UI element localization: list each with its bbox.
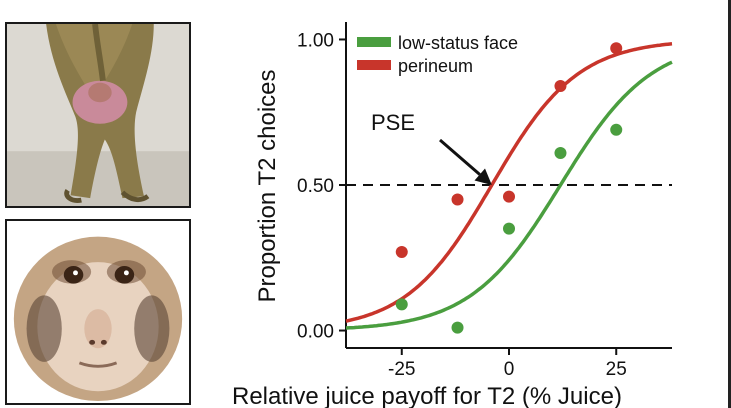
pse-label: PSE [371, 110, 415, 135]
x-tick-label: 0 [504, 359, 515, 380]
x-axis-title: Relative juice payoff for T2 (% Juice) [232, 383, 622, 408]
data-point-perineum [554, 80, 567, 93]
y-axis-title: Proportion T2 choices [254, 69, 281, 302]
data-point-low-status-face [503, 222, 515, 235]
data-point-perineum [610, 42, 623, 55]
pse-arrow-shaft [439, 138, 481, 176]
pse-arrow-head [474, 168, 492, 185]
legend: low-status face perineum [357, 33, 518, 76]
legend-swatch-perineum [357, 60, 391, 70]
perineum-photo-drawing [7, 24, 189, 206]
data-points-layer [395, 42, 623, 334]
data-point-low-status-face [610, 123, 623, 136]
fit-curve-perineum [345, 42, 673, 323]
data-point-perineum [503, 190, 515, 203]
monkey-face-photo-icon [5, 219, 191, 405]
monkey-face-drawing [7, 221, 189, 403]
tick-labels-layer: 0.00 0.50 1.00 -25 0 25 [297, 30, 627, 380]
right-edge-divider [728, 0, 731, 408]
data-point-low-status-face [395, 298, 408, 311]
x-tick-label: 25 [606, 359, 627, 380]
data-point-perineum [451, 193, 464, 206]
perineum-photo-icon [5, 22, 191, 208]
data-point-low-status-face [451, 321, 464, 334]
legend-label-low-status-face: low-status face [398, 33, 518, 53]
data-point-perineum [395, 245, 408, 258]
x-tick-label: -25 [388, 359, 415, 380]
fit-curve-low-status-face [345, 60, 673, 330]
legend-label-perineum: perineum [398, 56, 473, 76]
pse-annotation: PSE [371, 110, 492, 185]
y-tick-label: 1.00 [297, 30, 334, 51]
y-tick-label: 0.00 [297, 322, 334, 343]
legend-swatch-low-status-face [357, 37, 391, 47]
data-point-low-status-face [554, 146, 567, 159]
y-tick-label: 0.50 [297, 176, 334, 197]
